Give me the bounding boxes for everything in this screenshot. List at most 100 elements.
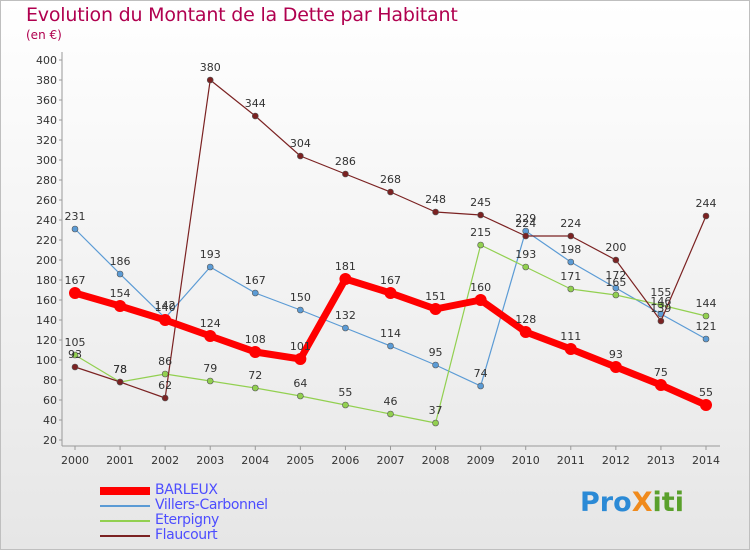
data-label-eterpigny: 105 — [65, 336, 86, 349]
x-tick-label: 2009 — [467, 454, 495, 467]
data-point-barleux — [474, 294, 487, 306]
x-tick-label: 2006 — [331, 454, 359, 467]
data-label-villers-carbonnel: 142 — [155, 299, 176, 312]
data-point-flaucourt — [477, 211, 484, 219]
logo-letter: o — [613, 487, 632, 518]
data-label-barleux: 151 — [425, 290, 446, 303]
data-label-eterpigny: 72 — [248, 369, 262, 382]
data-point-flaucourt — [657, 317, 665, 325]
data-label-flaucourt: 248 — [425, 193, 446, 206]
x-tick-label: 2004 — [241, 454, 269, 467]
data-point-villers-carbonnel — [251, 289, 259, 297]
data-point-eterpigny — [432, 419, 439, 427]
data-point-barleux — [564, 343, 577, 355]
data-point-villers-carbonnel — [567, 258, 575, 266]
data-label-flaucourt: 78 — [113, 363, 127, 376]
data-label-flaucourt: 200 — [605, 241, 626, 254]
legend-swatch — [100, 520, 150, 522]
chart-title: Evolution du Montant de la Dette par Hab… — [26, 4, 458, 26]
data-point-villers-carbonnel — [387, 342, 394, 350]
y-tick-label: 200 — [36, 254, 57, 267]
data-label-barleux: 154 — [110, 287, 131, 300]
data-label-flaucourt: 380 — [200, 61, 221, 74]
logo-letter: X — [631, 487, 653, 518]
x-tick-label: 2008 — [422, 454, 450, 467]
data-point-villers-carbonnel — [206, 263, 214, 271]
x-tick-label: 2013 — [647, 454, 675, 467]
legend-swatch — [100, 505, 150, 507]
data-point-flaucourt — [612, 256, 620, 264]
legend-label: Flaucourt — [155, 527, 218, 543]
data-label-villers-carbonnel: 74 — [474, 367, 488, 380]
data-point-flaucourt — [567, 232, 575, 240]
data-point-villers-carbonnel — [477, 382, 484, 390]
data-point-flaucourt — [342, 170, 349, 178]
data-label-eterpigny: 78 — [113, 363, 127, 376]
data-label-villers-carbonnel: 132 — [335, 309, 356, 322]
data-label-barleux: 140 — [155, 301, 176, 314]
data-point-flaucourt — [387, 188, 394, 196]
data-label-villers-carbonnel: 150 — [290, 291, 311, 304]
data-point-eterpigny — [702, 312, 710, 320]
legend-swatch — [100, 535, 150, 537]
data-label-flaucourt: 268 — [380, 173, 401, 186]
data-point-flaucourt — [116, 378, 124, 386]
data-label-flaucourt: 304 — [290, 137, 311, 150]
logo-letter: t — [661, 487, 675, 518]
legend-item-eterpigny: Eterpigny — [100, 512, 340, 529]
x-tick-label: 2005 — [286, 454, 314, 467]
data-label-flaucourt: 286 — [335, 155, 356, 168]
data-point-eterpigny — [387, 410, 394, 418]
legend-label: Villers-Carbonnel — [155, 497, 268, 513]
data-point-barleux — [294, 353, 307, 365]
data-label-villers-carbonnel: 95 — [429, 346, 443, 359]
y-tick-label: 220 — [36, 234, 57, 247]
data-label-flaucourt: 344 — [245, 97, 266, 110]
y-tick-label: 300 — [36, 154, 57, 167]
data-point-flaucourt — [432, 208, 439, 216]
x-tick-label: 2003 — [196, 454, 224, 467]
data-label-eterpigny: 144 — [696, 297, 717, 310]
data-point-barleux — [339, 273, 352, 285]
data-label-villers-carbonnel: 146 — [650, 295, 671, 308]
data-point-flaucourt — [71, 363, 79, 371]
y-tick-label: 20 — [43, 434, 57, 447]
data-point-barleux — [69, 287, 81, 299]
y-tick-label: 240 — [36, 214, 57, 227]
logo-letter: P — [580, 487, 600, 518]
data-label-barleux: 111 — [560, 330, 581, 343]
data-label-villers-carbonnel: 121 — [696, 320, 717, 333]
x-tick-label: 2010 — [512, 454, 540, 467]
y-tick-label: 360 — [36, 94, 57, 107]
data-label-barleux: 160 — [470, 281, 491, 294]
data-point-flaucourt — [251, 112, 259, 120]
proxiti-logo: ProXiti — [580, 487, 684, 518]
data-label-flaucourt: 62 — [158, 379, 172, 392]
data-point-villers-carbonnel — [432, 361, 439, 369]
data-point-barleux — [654, 379, 667, 391]
data-label-villers-carbonnel: 114 — [380, 327, 401, 340]
data-label-barleux: 124 — [200, 317, 221, 330]
data-label-eterpigny: 193 — [515, 248, 536, 261]
data-point-barleux — [204, 330, 217, 342]
data-point-barleux — [429, 303, 442, 315]
y-tick-label: 320 — [36, 134, 57, 147]
data-label-villers-carbonnel: 193 — [200, 248, 221, 261]
data-point-flaucourt — [161, 394, 169, 402]
data-label-flaucourt: 139 — [650, 302, 671, 315]
data-label-flaucourt: 245 — [470, 196, 491, 209]
data-label-villers-carbonnel: 172 — [605, 269, 626, 282]
data-point-flaucourt — [206, 76, 214, 84]
y-tick-label: 40 — [43, 414, 57, 427]
data-point-eterpigny — [342, 401, 349, 409]
legend-label: Eterpigny — [155, 512, 219, 528]
data-point-barleux — [700, 399, 712, 411]
data-label-eterpigny: 165 — [605, 276, 626, 289]
y-tick-label: 380 — [36, 74, 57, 87]
data-label-barleux: 181 — [335, 260, 356, 273]
data-label-villers-carbonnel: 229 — [515, 212, 536, 225]
data-point-eterpigny — [567, 285, 575, 293]
data-label-barleux: 167 — [380, 274, 401, 287]
data-point-villers-carbonnel — [342, 324, 349, 332]
data-point-barleux — [159, 314, 172, 326]
